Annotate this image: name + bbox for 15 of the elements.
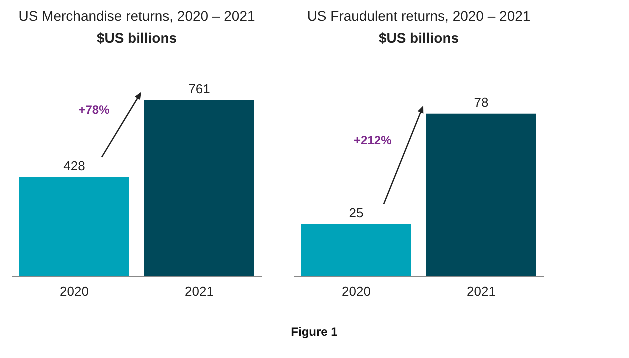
annotation: +212% (354, 133, 392, 148)
text: Figure 1 (290, 325, 339, 339)
x-tick-label: 2020 (60, 284, 89, 299)
data-label: 25 (349, 205, 364, 220)
data-label: 428 (64, 158, 86, 174)
chart-title: US Fraudulent returns, 2020 – 2021 (306, 8, 532, 24)
data-label: 761 (188, 81, 210, 96)
chart-subtitle: $US billions (378, 30, 460, 46)
chart-subtitle: $US billions (96, 30, 178, 46)
x-tick-label: 2021 (185, 284, 214, 299)
data-label: 78 (474, 94, 489, 110)
chart-title: US Merchandise returns, 2020 – 2021 (18, 8, 256, 24)
x-tick-label: 2020 (342, 284, 371, 299)
annotation: +78% (78, 103, 110, 118)
x-tick-label: 2021 (467, 284, 496, 299)
